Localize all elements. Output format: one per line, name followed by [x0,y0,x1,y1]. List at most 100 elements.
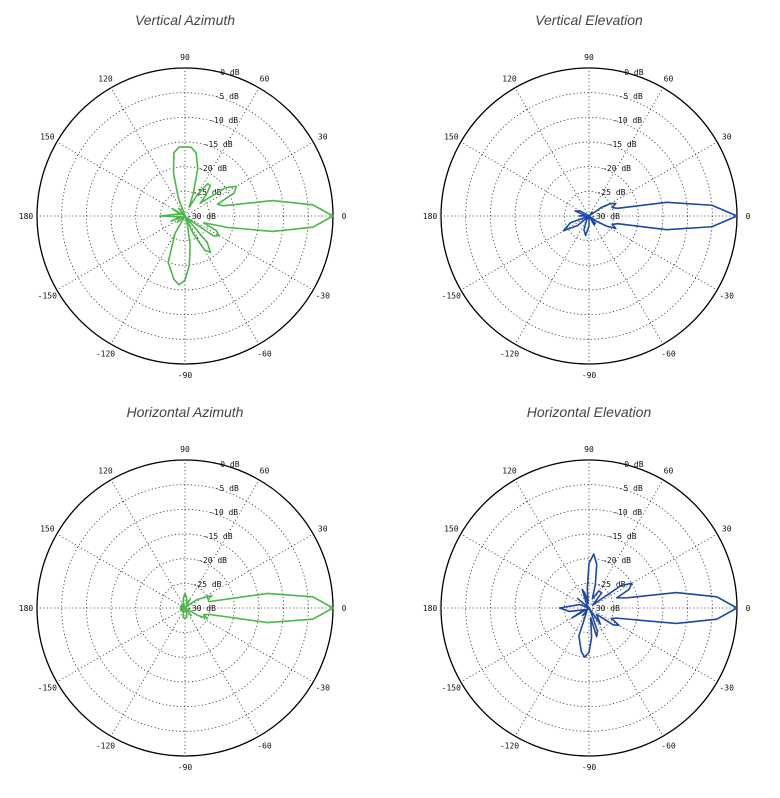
grid-ring [563,582,615,634]
grid-spoke [56,533,186,609]
angle-tick-label: 150 [444,525,459,534]
angle-tick-label: 180 [423,604,438,613]
db-tick-label: -20 dB [602,556,631,565]
angle-tick-label: -30 [315,292,330,301]
grid-ring [159,582,211,634]
chart-title: Horizontal Azimuth [126,404,244,420]
grid-spoke [184,215,314,291]
grid-ring [85,508,285,708]
angle-tick-label: 60 [260,74,270,83]
grid-ring [514,141,664,291]
db-tick-label: -30 dB [591,212,620,221]
db-tick-label: -20 dB [602,164,631,173]
db-tick-label: 0 dB [624,68,643,77]
angle-tick-label: 0 [342,212,347,221]
db-tick-label: -5 dB [619,92,643,101]
angle-tick-label: -120 [96,742,115,751]
angle-tick-label: -120 [96,350,115,359]
db-tick-label: -25 dB [597,580,626,589]
grid-spoke [110,215,186,345]
grid-spoke [588,607,718,683]
grid-ring [110,141,260,291]
angle-tick-label: 60 [664,466,674,475]
angle-tick-label: -90 [178,371,193,380]
angle-tick-label: 120 [98,74,113,83]
polar-panel-vertical-elevation: Vertical Elevation 0 30 60 90 120 150 180 -150 -… [404,0,780,399]
grid-ring [514,533,664,683]
angle-tick-label: -30 [719,292,734,301]
grid-spoke [110,607,186,737]
grid-spoke [588,215,664,345]
angle-tick-label: 0 [746,604,751,613]
grid-spoke [184,533,314,609]
angle-tick-label: 30 [318,525,328,534]
db-tick-label: -10 dB [209,508,238,517]
grid-spoke [184,87,260,217]
polar-plot-horizontal-elevation: 0 30 60 90 120 150 180 -150 -120 -90 -60 -30 0 dB -5 … [423,445,751,772]
db-tick-label: -15 dB [204,140,233,149]
db-tick-label: -15 dB [608,532,637,541]
angle-tick-label: -150 [442,684,461,693]
db-tick-label: -25 dB [597,188,626,197]
angle-tick-label: 120 [98,466,113,475]
angle-tick-label: -60 [257,742,272,751]
db-tick-label: 0 dB [220,68,239,77]
db-tick-label: -15 dB [204,532,233,541]
angle-tick-label: 120 [502,466,517,475]
grid-ring [489,116,689,316]
polar-panel-vertical-azimuth: Vertical Azimuth 0 30 60 90 120 150 180 -150 -12… [0,0,390,399]
db-tick-label: -5 dB [215,92,239,101]
grid-spoke [588,607,664,737]
angle-tick-label: 150 [40,133,55,142]
angle-tick-label: 30 [722,133,732,142]
grid-spoke [588,533,718,609]
angle-tick-label: 90 [180,445,190,454]
angle-tick-label: 0 [746,212,751,221]
grid-ring [85,116,285,316]
grid-spoke [514,87,590,217]
db-tick-label: -25 dB [193,580,222,589]
polar-plot-vertical-azimuth: 0 30 60 90 120 150 180 -150 -120 -90 -60 -30 0 dB -5 … [19,53,347,380]
grid-ring [489,508,689,708]
radiation-pattern-line [179,592,334,624]
db-tick-label: -5 dB [619,484,643,493]
grid-spoke [110,479,186,609]
angle-tick-label: -120 [500,350,519,359]
angle-tick-label: 150 [444,133,459,142]
db-tick-label: -20 dB [198,164,227,173]
polar-panel-horizontal-elevation: Horizontal Elevation 0 30 60 90 120 150 180 -15… [404,392,780,791]
angle-tick-label: -30 [719,684,734,693]
angle-tick-label: -30 [315,684,330,693]
grid-ring [563,190,615,242]
angle-tick-label: -60 [661,350,676,359]
grid-spoke [184,215,260,345]
grid-spoke [184,141,314,217]
polar-plot-vertical-elevation: 0 30 60 90 120 150 180 -150 -120 -90 -60 -30 0 dB -5 … [423,53,751,380]
angle-tick-label: -150 [38,684,57,693]
grid-spoke [110,87,186,217]
polar-panel-horizontal-azimuth: Horizontal Azimuth 0 30 60 90 120 150 180 -150 -… [0,392,390,791]
grid-spoke [588,215,718,291]
db-tick-label: 0 dB [624,460,643,469]
grid-spoke [460,607,590,683]
db-tick-label: -10 dB [209,116,238,125]
angle-tick-label: 150 [40,525,55,534]
angle-tick-label: 120 [502,74,517,83]
angle-tick-label: 30 [722,525,732,534]
grid-spoke [514,215,590,345]
angle-tick-label: -90 [582,371,597,380]
db-tick-label: -10 dB [613,116,642,125]
grid-spoke [184,607,260,737]
grid-spoke [184,479,260,609]
chart-title: Horizontal Elevation [526,404,652,420]
angle-tick-label: -90 [178,763,193,772]
grid-spoke [56,607,186,683]
grid-spoke [514,479,590,609]
grid-spoke [588,479,664,609]
grid-ring [135,558,235,658]
grid-spoke [56,141,186,217]
angle-tick-label: -150 [38,292,57,301]
grid-ring [135,166,235,266]
polar-plot-horizontal-azimuth: 0 30 60 90 120 150 180 -150 -120 -90 -60 -30 0 dB -5 … [19,445,347,772]
grid-spoke [588,87,664,217]
